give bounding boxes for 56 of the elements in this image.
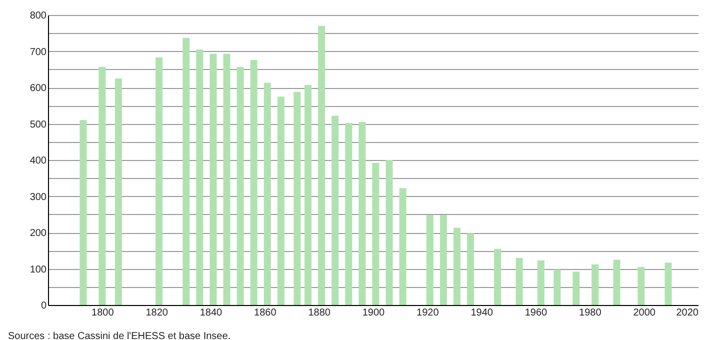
y-tick-label: 100 — [30, 264, 47, 276]
bar — [592, 264, 599, 305]
bar — [304, 84, 312, 305]
bar — [613, 260, 620, 305]
bar — [98, 66, 106, 305]
y-tick-label: 500 — [30, 119, 47, 130]
bar — [156, 57, 163, 305]
bar — [664, 262, 672, 305]
x-tick-label: 1860 — [254, 308, 277, 318]
y-tick-label: 300 — [30, 192, 47, 203]
x-tick-label: 1920 — [416, 308, 440, 318]
y-tick-label: 0 — [40, 300, 47, 312]
bar — [516, 258, 523, 305]
x-tick-label: 2020 — [676, 308, 699, 318]
bar — [318, 26, 326, 305]
x-tick-label: 1980 — [579, 308, 602, 318]
x-tick-label: 1900 — [362, 308, 386, 318]
bar — [264, 82, 271, 305]
bar — [372, 162, 380, 305]
source-note: Sources : base Cassini de l'EHESS et base Insee. — [8, 331, 231, 340]
x-tick-label: 1820 — [146, 308, 168, 318]
y-tick-label: 200 — [30, 228, 47, 239]
bar — [332, 116, 339, 305]
bar — [210, 54, 217, 305]
bar — [467, 233, 474, 305]
x-tick-label: 1940 — [470, 308, 494, 318]
bar — [358, 122, 366, 305]
x-tick-label: 1960 — [524, 308, 548, 318]
x-tick-label: 1880 — [308, 308, 331, 318]
y-tick-label: 800 — [30, 10, 47, 22]
bar — [250, 60, 258, 305]
bar — [236, 66, 244, 305]
y-tick-label: 600 — [30, 83, 47, 94]
bar — [572, 272, 580, 305]
y-tick-label: 400 — [30, 156, 47, 166]
bar — [537, 260, 544, 305]
bar — [182, 38, 190, 305]
x-tick-label: 1800 — [92, 308, 114, 318]
x-tick-label: 2000 — [633, 308, 656, 318]
bar — [196, 49, 204, 305]
bar — [345, 123, 352, 305]
bar — [440, 215, 447, 305]
bar — [494, 248, 502, 305]
bar — [426, 215, 434, 305]
bar — [277, 96, 284, 305]
bar — [223, 54, 230, 305]
bar — [114, 78, 122, 305]
bar — [638, 266, 645, 305]
bar — [554, 269, 561, 305]
y-tick-label: 700 — [30, 46, 47, 58]
bar — [399, 188, 406, 305]
bar — [294, 92, 301, 305]
bar — [453, 228, 460, 305]
bar — [80, 120, 87, 305]
x-tick-label: 1840 — [200, 308, 223, 318]
bar — [386, 160, 393, 305]
